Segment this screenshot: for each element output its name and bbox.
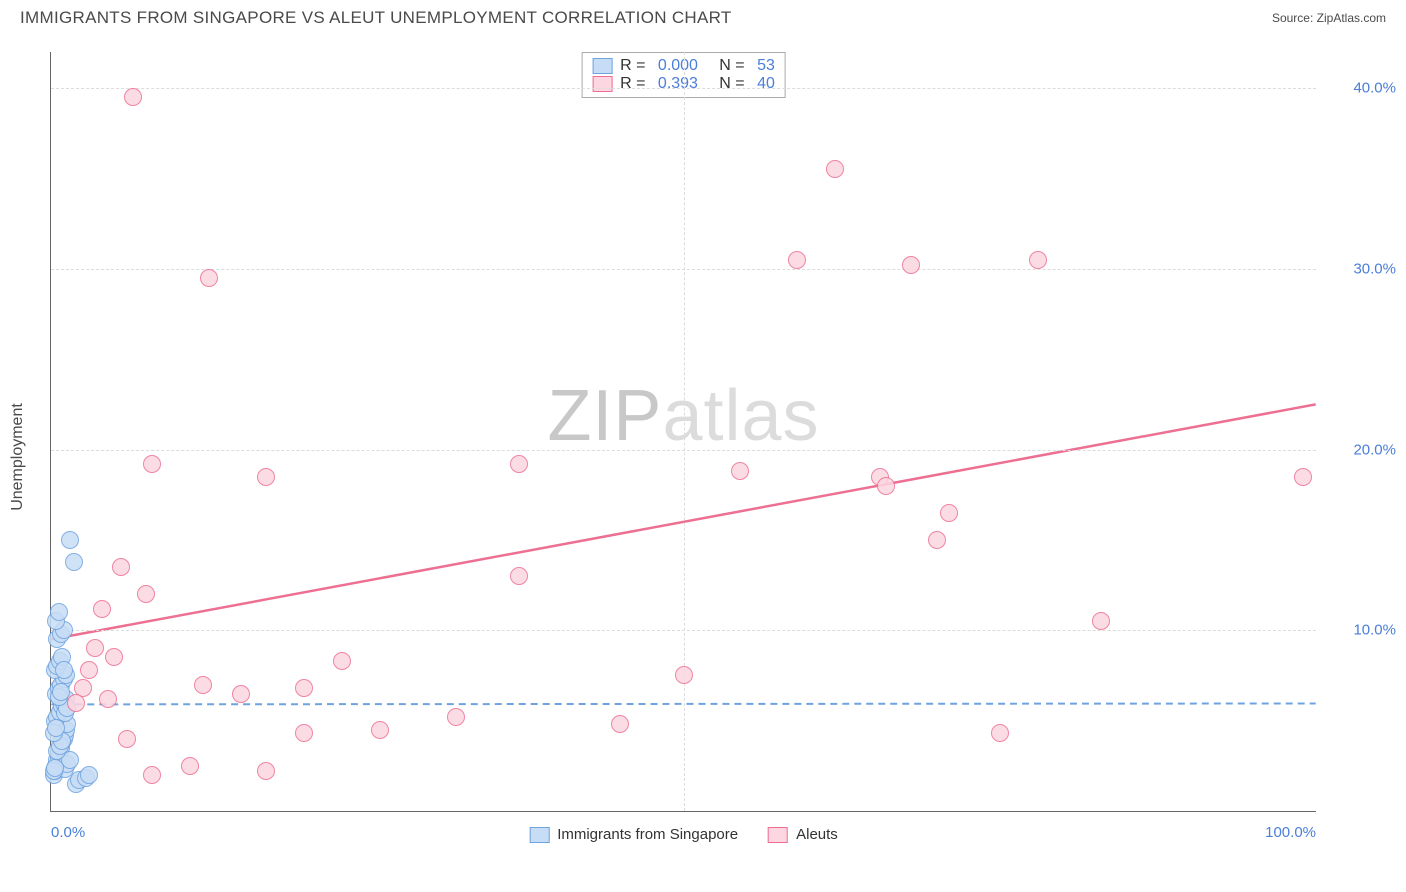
data-point (731, 462, 749, 480)
data-point (112, 558, 130, 576)
stats-n-label: N = (706, 57, 749, 75)
data-point (295, 679, 313, 697)
legend-item: Aleuts (768, 826, 838, 843)
data-point (991, 724, 1009, 742)
data-point (93, 600, 111, 618)
plot-area: ZIPatlas R = 0.000 N = 53 R = 0.393 N = 4… (50, 52, 1316, 812)
data-point (65, 553, 83, 571)
legend-swatch (529, 827, 549, 843)
data-point (371, 721, 389, 739)
y-tick-label: 40.0% (1326, 80, 1396, 97)
stats-n-label: N = (706, 75, 749, 93)
data-point (902, 256, 920, 274)
data-point (510, 567, 528, 585)
data-point (46, 759, 64, 777)
chart-title: IMMIGRANTS FROM SINGAPORE VS ALEUT UNEMP… (20, 8, 732, 28)
source-label: Source: ZipAtlas.com (1272, 11, 1386, 25)
data-point (333, 652, 351, 670)
data-point (200, 269, 218, 287)
data-point (1092, 612, 1110, 630)
stats-n-value: 40 (757, 75, 775, 93)
legend-swatch (768, 827, 788, 843)
stats-r-label: R = (620, 75, 650, 93)
data-point (940, 504, 958, 522)
watermark-thin: atlas (662, 376, 819, 456)
data-point (47, 719, 65, 737)
x-tick-label: 0.0% (51, 824, 85, 841)
data-point (99, 690, 117, 708)
data-point (447, 708, 465, 726)
legend-item: Immigrants from Singapore (529, 826, 738, 843)
data-point (143, 766, 161, 784)
data-point (675, 666, 693, 684)
chart-container: Unemployment ZIPatlas R = 0.000 N = 53 R … (0, 32, 1406, 882)
y-tick-label: 30.0% (1326, 260, 1396, 277)
data-point (80, 661, 98, 679)
data-point (55, 661, 73, 679)
data-point (1029, 251, 1047, 269)
data-point (80, 766, 98, 784)
data-point (611, 715, 629, 733)
legend-swatch (592, 76, 612, 92)
data-point (67, 694, 85, 712)
stats-r-value: 0.000 (658, 57, 698, 75)
data-point (257, 762, 275, 780)
y-tick-label: 20.0% (1326, 441, 1396, 458)
data-point (124, 88, 142, 106)
data-point (295, 724, 313, 742)
data-point (61, 531, 79, 549)
data-point (50, 603, 68, 621)
watermark-bold: ZIP (547, 376, 662, 456)
legend-label: Immigrants from Singapore (557, 826, 738, 843)
stats-n-value: 53 (757, 57, 775, 75)
gridline-v (684, 52, 685, 811)
data-point (232, 685, 250, 703)
data-point (510, 455, 528, 473)
stats-r-value: 0.393 (658, 75, 698, 93)
data-point (143, 455, 161, 473)
series-legend: Immigrants from Singapore Aleuts (529, 826, 838, 843)
x-tick-label: 100.0% (1265, 824, 1316, 841)
data-point (257, 468, 275, 486)
data-point (826, 160, 844, 178)
data-point (137, 585, 155, 603)
stats-r-label: R = (620, 57, 650, 75)
legend-label: Aleuts (796, 826, 838, 843)
data-point (118, 730, 136, 748)
title-bar: IMMIGRANTS FROM SINGAPORE VS ALEUT UNEMP… (0, 0, 1406, 32)
data-point (1294, 468, 1312, 486)
legend-swatch (592, 58, 612, 74)
data-point (788, 251, 806, 269)
data-point (86, 639, 104, 657)
y-tick-label: 10.0% (1326, 622, 1396, 639)
y-axis-title: Unemployment (9, 403, 27, 511)
data-point (928, 531, 946, 549)
data-point (181, 757, 199, 775)
data-point (105, 648, 123, 666)
data-point (194, 676, 212, 694)
data-point (877, 477, 895, 495)
